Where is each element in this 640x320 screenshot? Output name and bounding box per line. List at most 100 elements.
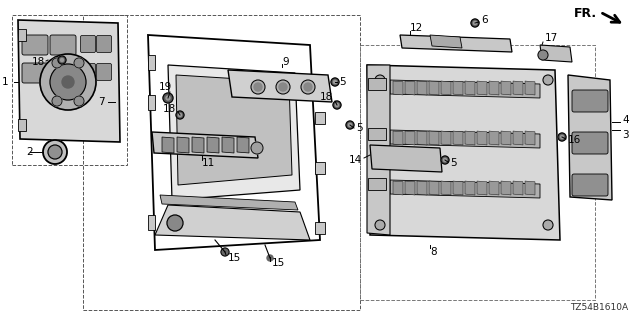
Polygon shape bbox=[477, 81, 487, 95]
Circle shape bbox=[179, 113, 182, 116]
Polygon shape bbox=[453, 181, 463, 195]
FancyBboxPatch shape bbox=[572, 90, 608, 112]
Polygon shape bbox=[405, 131, 415, 145]
Circle shape bbox=[375, 75, 385, 85]
Polygon shape bbox=[393, 81, 403, 95]
Polygon shape bbox=[162, 137, 174, 153]
Circle shape bbox=[50, 64, 86, 100]
Bar bbox=[83, 15, 360, 310]
Polygon shape bbox=[18, 119, 26, 131]
Polygon shape bbox=[315, 162, 325, 174]
Polygon shape bbox=[155, 205, 310, 240]
Text: 12: 12 bbox=[410, 23, 423, 33]
Circle shape bbox=[58, 56, 66, 64]
Polygon shape bbox=[441, 131, 451, 145]
Circle shape bbox=[254, 83, 262, 91]
Circle shape bbox=[543, 220, 553, 230]
Polygon shape bbox=[176, 75, 292, 185]
Circle shape bbox=[52, 58, 62, 68]
FancyBboxPatch shape bbox=[50, 35, 76, 55]
Circle shape bbox=[333, 101, 341, 109]
Polygon shape bbox=[465, 131, 475, 145]
Text: 7: 7 bbox=[99, 97, 105, 107]
Polygon shape bbox=[152, 132, 258, 158]
Text: 18: 18 bbox=[320, 92, 333, 102]
Polygon shape bbox=[390, 180, 540, 198]
Bar bbox=[360, 45, 595, 300]
Polygon shape bbox=[367, 65, 560, 240]
Circle shape bbox=[221, 248, 229, 256]
Polygon shape bbox=[315, 222, 325, 234]
Polygon shape bbox=[429, 81, 439, 95]
Text: 16: 16 bbox=[568, 135, 581, 145]
Polygon shape bbox=[160, 195, 298, 210]
Polygon shape bbox=[237, 137, 249, 153]
Polygon shape bbox=[367, 65, 390, 235]
Polygon shape bbox=[525, 181, 535, 195]
Polygon shape bbox=[417, 131, 427, 145]
Text: 6: 6 bbox=[481, 15, 488, 25]
Circle shape bbox=[74, 58, 84, 68]
FancyBboxPatch shape bbox=[572, 132, 608, 154]
Polygon shape bbox=[390, 80, 540, 98]
FancyBboxPatch shape bbox=[368, 128, 386, 140]
Text: 8: 8 bbox=[430, 247, 436, 257]
Polygon shape bbox=[405, 81, 415, 95]
Circle shape bbox=[301, 80, 315, 94]
FancyBboxPatch shape bbox=[97, 63, 111, 81]
Circle shape bbox=[176, 111, 184, 119]
Text: 5: 5 bbox=[356, 123, 363, 133]
Polygon shape bbox=[148, 95, 155, 110]
Polygon shape bbox=[525, 81, 535, 95]
Text: 3: 3 bbox=[622, 130, 628, 140]
Polygon shape bbox=[148, 215, 155, 230]
Polygon shape bbox=[429, 181, 439, 195]
Polygon shape bbox=[441, 181, 451, 195]
Polygon shape bbox=[18, 29, 26, 41]
Circle shape bbox=[74, 96, 84, 106]
Polygon shape bbox=[477, 181, 487, 195]
Polygon shape bbox=[453, 131, 463, 145]
Polygon shape bbox=[489, 131, 499, 145]
FancyBboxPatch shape bbox=[572, 174, 608, 196]
Circle shape bbox=[166, 96, 170, 100]
Polygon shape bbox=[477, 131, 487, 145]
Bar bbox=[12, 15, 127, 165]
Circle shape bbox=[60, 59, 63, 62]
Polygon shape bbox=[501, 81, 511, 95]
Polygon shape bbox=[393, 131, 403, 145]
Polygon shape bbox=[501, 131, 511, 145]
Circle shape bbox=[346, 121, 354, 129]
Polygon shape bbox=[417, 181, 427, 195]
Circle shape bbox=[474, 21, 477, 25]
Circle shape bbox=[40, 54, 96, 110]
Polygon shape bbox=[177, 137, 189, 153]
Polygon shape bbox=[441, 81, 451, 95]
FancyBboxPatch shape bbox=[97, 36, 111, 52]
Circle shape bbox=[167, 215, 183, 231]
FancyBboxPatch shape bbox=[22, 35, 48, 55]
Polygon shape bbox=[513, 181, 523, 195]
Circle shape bbox=[543, 75, 553, 85]
Text: 15: 15 bbox=[272, 258, 285, 268]
Polygon shape bbox=[207, 137, 219, 153]
Polygon shape bbox=[168, 65, 300, 200]
Polygon shape bbox=[525, 131, 535, 145]
Polygon shape bbox=[192, 137, 204, 153]
Polygon shape bbox=[465, 81, 475, 95]
Polygon shape bbox=[489, 81, 499, 95]
Circle shape bbox=[279, 83, 287, 91]
Circle shape bbox=[43, 140, 67, 164]
Text: 19: 19 bbox=[159, 82, 172, 92]
Polygon shape bbox=[453, 81, 463, 95]
Circle shape bbox=[62, 76, 74, 88]
Polygon shape bbox=[405, 181, 415, 195]
Text: 18: 18 bbox=[32, 57, 45, 67]
Text: 15: 15 bbox=[228, 253, 241, 263]
FancyBboxPatch shape bbox=[81, 63, 95, 81]
Circle shape bbox=[52, 96, 62, 106]
Polygon shape bbox=[18, 20, 120, 142]
Circle shape bbox=[163, 93, 173, 103]
Text: 11: 11 bbox=[202, 158, 215, 168]
Circle shape bbox=[375, 220, 385, 230]
